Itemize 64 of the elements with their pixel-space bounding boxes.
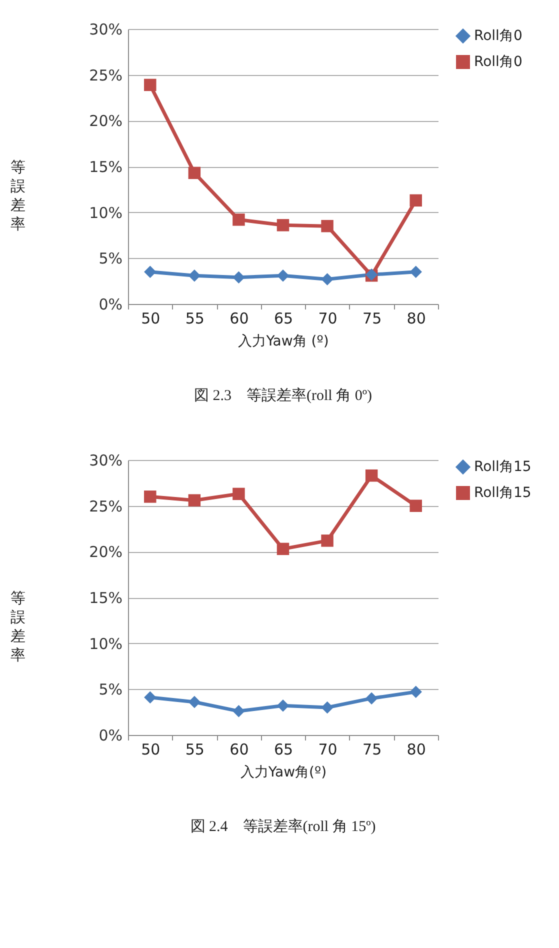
y-axis-title: 等誤差率 [10,589,26,664]
y-tick-label: 10% [89,634,122,653]
x-tick-label: 60 [230,740,249,758]
legend-label: Roll角0 [474,28,522,44]
x-tick-label: 55 [185,310,204,328]
point [188,696,201,708]
legend-label: Roll角15 [474,459,532,475]
point [410,500,422,512]
y-tick-label: 10% [89,204,122,222]
y-tick-label: 25% [89,497,122,516]
point [276,700,290,712]
x-tick-label: 70 [318,310,338,328]
point [232,271,245,284]
point [144,266,156,278]
y-tick-label: 0% [98,726,122,744]
legend-label: Roll角0 [474,54,522,70]
y-tick-label: 25% [89,66,122,84]
point [232,488,245,500]
point [365,469,378,482]
point [144,490,156,503]
y-tick-label: 30% [89,20,122,38]
point [276,269,290,282]
point [144,78,156,92]
x-tick-label: 75 [362,740,382,758]
point [188,166,201,180]
y-tick-label: 0% [98,296,122,314]
point [410,686,422,698]
x-tick-label: 65 [274,310,294,328]
x-tick-label: 50 [141,310,160,328]
point [410,194,422,207]
point [188,269,201,282]
point [321,534,334,547]
x-tick-label: 75 [362,310,382,328]
x-tick-label: 80 [406,310,426,328]
y-tick-label: 30% [89,452,122,470]
point [321,701,334,714]
legend-label: Roll角15 [474,485,532,501]
caption: 図 2.3 等誤差率(roll 角 0º) [194,387,372,404]
y-tick-label: 15% [89,158,122,176]
point [276,542,290,556]
point [321,220,334,232]
caption: 図 2.4 等誤差率(roll 角 15º) [190,818,376,835]
point [276,219,290,232]
y-tick-label: 5% [98,680,122,699]
y-tick-label: 20% [89,112,122,130]
x-tick-label: 70 [318,740,338,758]
x-tick-label: 55 [185,740,204,758]
point [232,214,245,226]
point [321,273,334,286]
x-tick-label: 80 [406,740,426,758]
x-tick-label: 50 [141,740,160,758]
point [144,691,156,704]
x-tick-label: 60 [230,310,249,328]
point [410,266,422,278]
y-axis-title: 等誤差率 [10,158,26,233]
x-axis-title: 入力Yaw角(º) [240,764,327,780]
point [188,494,201,506]
y-tick-label: 20% [89,543,122,562]
y-tick-label: 15% [89,589,122,607]
y-tick-label: 5% [98,250,122,268]
point [365,692,378,704]
point [232,705,245,718]
x-axis-title: 入力Yaw角 (º) [238,334,329,350]
x-tick-label: 65 [274,740,294,758]
